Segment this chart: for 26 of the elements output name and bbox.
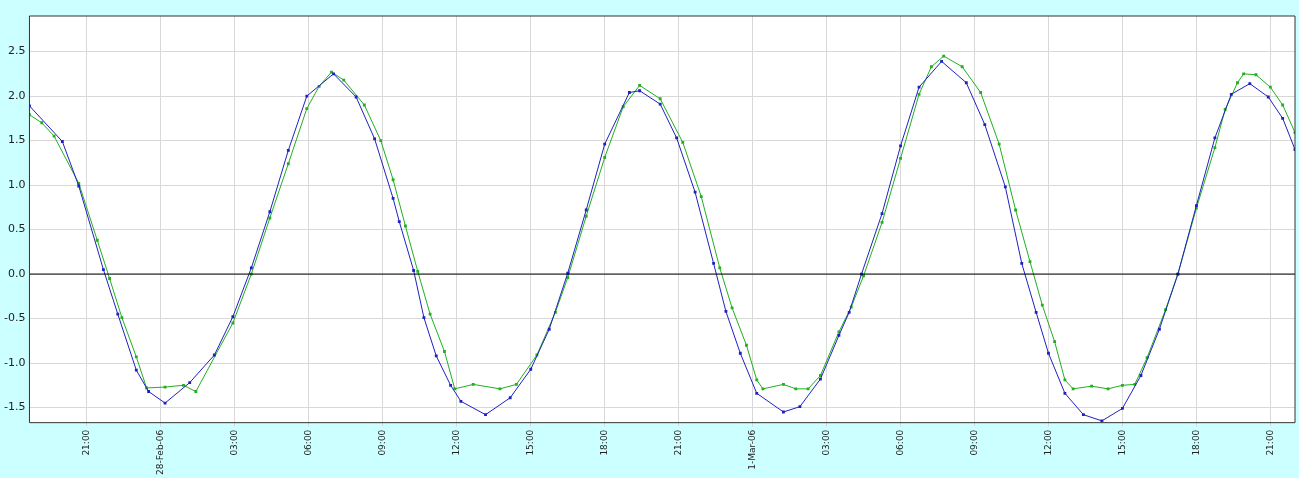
x-tick-label: 18:00	[1190, 429, 1201, 456]
y-tick-label: -0.5	[3, 311, 26, 325]
x-tick-label: 06:00	[894, 429, 905, 456]
y-tick-label: 1.5	[7, 133, 26, 147]
y-tick-label: -1.0	[3, 355, 26, 369]
y-tick-label: 0.0	[7, 266, 26, 280]
x-tick-label: 12:00	[1042, 429, 1053, 456]
x-tick-label: 28-Feb-06	[155, 429, 166, 476]
y-tick-label: 0.5	[7, 222, 26, 236]
y-tick-label: 2.0	[7, 88, 26, 102]
y-tick-label: 2.5	[7, 44, 26, 58]
x-tick-label: 18:00	[599, 429, 610, 456]
x-tick-label: 06:00	[303, 429, 314, 456]
x-tick-label: 1-Mar-06	[746, 429, 757, 470]
x-tick-label: 03:00	[820, 429, 831, 456]
y-tick-label: -1.5	[3, 400, 26, 414]
x-tick-label: 21:00	[81, 429, 92, 456]
x-tick-label: 09:00	[377, 429, 388, 456]
x-tick-label: 15:00	[525, 429, 536, 456]
x-tick-label: 21:00	[1264, 429, 1275, 456]
x-tick-label: 12:00	[451, 429, 462, 456]
x-tick-label: 15:00	[1116, 429, 1127, 456]
x-tick-label: 03:00	[229, 429, 240, 456]
y-tick-label: 1.0	[7, 177, 26, 191]
x-tick-label: 09:00	[968, 429, 979, 456]
x-tick-label: 21:00	[673, 429, 684, 456]
